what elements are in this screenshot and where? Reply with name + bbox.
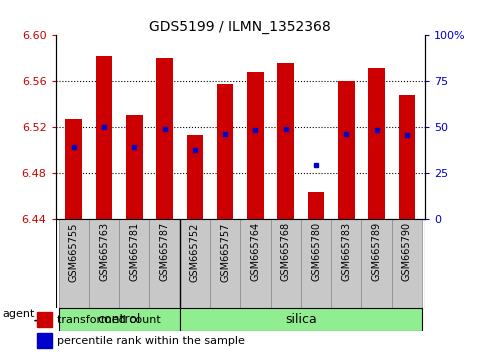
Bar — [338, 81, 355, 219]
Bar — [241, 219, 270, 308]
Bar — [37, 312, 53, 327]
Text: percentile rank within the sample: percentile rank within the sample — [57, 336, 244, 346]
Text: GSM665755: GSM665755 — [69, 222, 79, 281]
Bar — [270, 219, 301, 308]
Bar — [65, 119, 82, 219]
Bar — [247, 72, 264, 219]
Bar — [308, 192, 325, 219]
Bar — [217, 84, 233, 219]
Bar — [126, 115, 142, 219]
Text: GSM665790: GSM665790 — [402, 222, 412, 281]
Bar — [301, 219, 331, 308]
Text: GSM665764: GSM665764 — [251, 222, 260, 281]
Bar — [58, 308, 180, 331]
Text: GSM665757: GSM665757 — [220, 222, 230, 281]
Bar — [58, 219, 89, 308]
Bar — [149, 219, 180, 308]
Bar — [156, 58, 173, 219]
Text: silica: silica — [285, 313, 317, 326]
Bar — [398, 95, 415, 219]
Bar — [180, 308, 422, 331]
Bar — [89, 219, 119, 308]
Text: agent: agent — [3, 309, 35, 319]
Bar — [96, 56, 113, 219]
Text: GSM665781: GSM665781 — [129, 222, 139, 281]
Text: transformed count: transformed count — [57, 315, 160, 325]
Text: GSM665752: GSM665752 — [190, 222, 200, 281]
Bar — [119, 219, 149, 308]
Bar — [37, 333, 53, 348]
Title: GDS5199 / ILMN_1352368: GDS5199 / ILMN_1352368 — [149, 21, 331, 34]
Bar — [277, 63, 294, 219]
Bar — [368, 68, 385, 219]
Bar — [331, 219, 361, 308]
Text: GSM665768: GSM665768 — [281, 222, 291, 281]
Text: GSM665783: GSM665783 — [341, 222, 351, 281]
Text: GSM665789: GSM665789 — [371, 222, 382, 281]
Text: control: control — [98, 313, 141, 326]
Bar — [180, 219, 210, 308]
Text: GSM665763: GSM665763 — [99, 222, 109, 281]
Bar — [392, 219, 422, 308]
Text: GSM665780: GSM665780 — [311, 222, 321, 281]
Bar — [186, 136, 203, 219]
Bar — [210, 219, 241, 308]
Bar — [361, 219, 392, 308]
Text: GSM665787: GSM665787 — [159, 222, 170, 281]
